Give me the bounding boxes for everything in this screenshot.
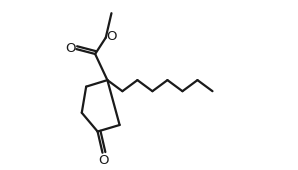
Text: O: O: [65, 42, 75, 55]
Text: O: O: [107, 30, 117, 43]
Text: O: O: [99, 154, 109, 167]
